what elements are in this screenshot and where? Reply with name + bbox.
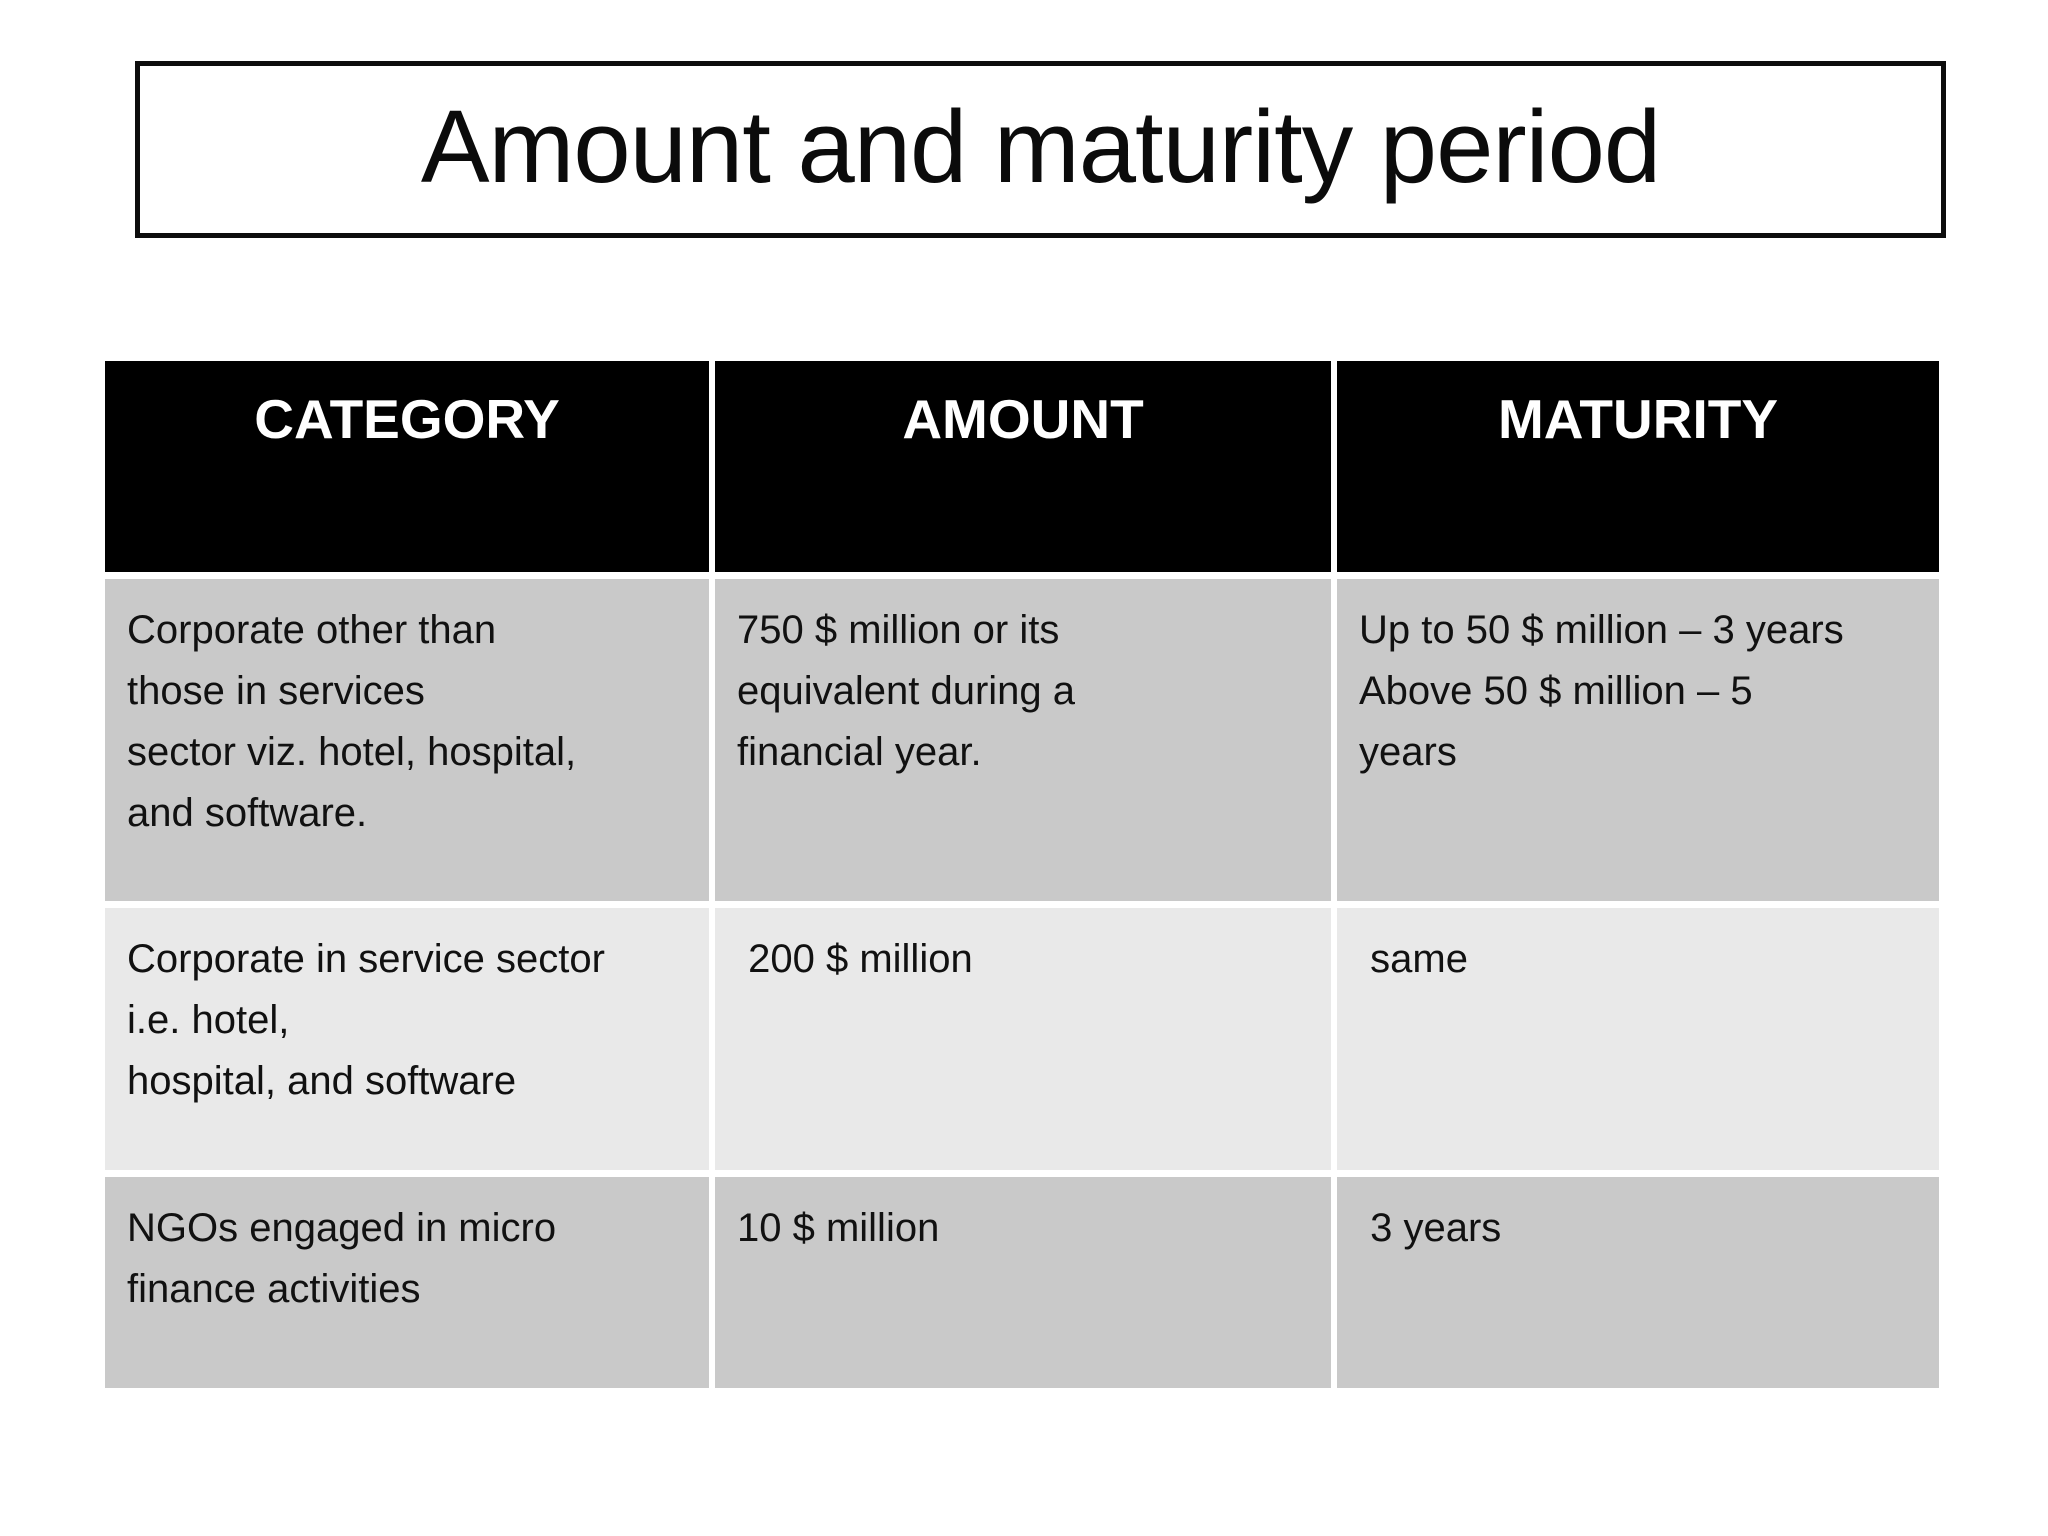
table-cell-maturity-row3: 3 years (1337, 1177, 1939, 1388)
table-cell-amount-row1: 750 $ million or its equivalent during a… (715, 579, 1331, 901)
table-cell-maturity-row1: Up to 50 $ million – 3 years Above 50 $ … (1337, 579, 1939, 901)
column-header-maturity: MATURITY (1337, 361, 1939, 572)
amount-maturity-table: CATEGORY AMOUNT MATURITY Corporate other… (105, 361, 1939, 1388)
table-cell-maturity-row2: same (1337, 908, 1939, 1170)
page-title: Amount and maturity period (420, 89, 1661, 204)
table-cell-category-row3: NGOs engaged in micro finance activities (105, 1177, 709, 1388)
table-cell-category-row2: Corporate in service sector i.e. hotel, … (105, 908, 709, 1170)
title-box: Amount and maturity period (135, 61, 1946, 238)
table-cell-category-row1: Corporate other than those in services s… (105, 579, 709, 901)
column-header-category: CATEGORY (105, 361, 709, 572)
table-cell-amount-row2: 200 $ million (715, 908, 1331, 1170)
table-cell-amount-row3: 10 $ million (715, 1177, 1331, 1388)
column-header-amount: AMOUNT (715, 361, 1331, 572)
